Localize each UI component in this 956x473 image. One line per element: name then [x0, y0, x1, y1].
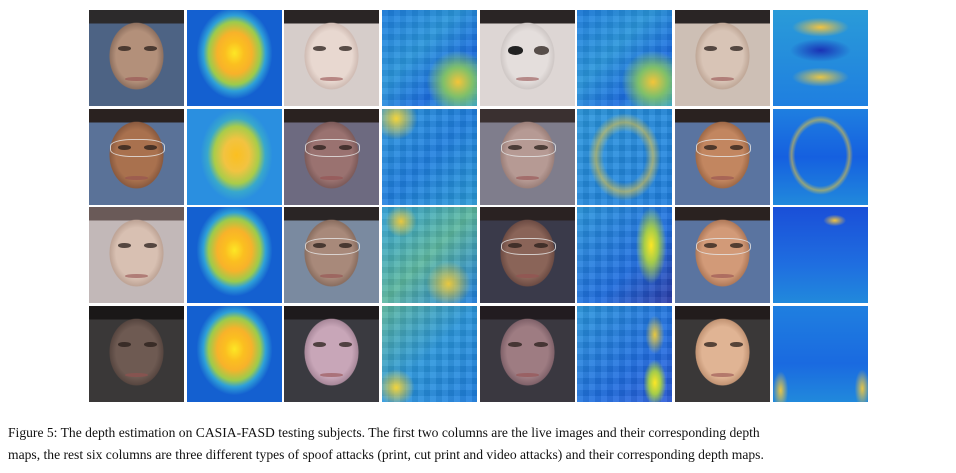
print-attack-image [284, 10, 380, 106]
glasses-overlay [696, 237, 752, 256]
cut-print-attack-depth-map [577, 108, 673, 205]
cut-print-attack-image [479, 207, 575, 303]
caption-line-2: maps, the rest six columns are three dif… [8, 447, 764, 462]
live-depth-map [186, 108, 282, 205]
figure-image-grid [89, 10, 868, 405]
video-attack-depth-map [772, 207, 868, 303]
live-depth-map [186, 10, 282, 106]
video-attack-image [675, 207, 771, 303]
cut-print-attack-image [479, 305, 575, 402]
print-attack-image [284, 305, 380, 402]
video-attack-depth-map [772, 10, 868, 106]
video-attack-depth-map [772, 305, 868, 402]
video-attack-image [675, 108, 771, 205]
glasses-overlay [305, 237, 361, 256]
glasses-overlay [109, 139, 166, 157]
live-depth-map [186, 305, 282, 402]
cut-print-attack-depth-map [577, 10, 673, 106]
video-attack-image [675, 10, 771, 106]
print-attack-depth-map [382, 207, 478, 303]
video-attack-image [675, 305, 771, 402]
print-attack-depth-map [382, 108, 478, 205]
caption-line-1: Figure 5: The depth estimation on CASIA-… [8, 422, 953, 444]
glasses-overlay [305, 139, 361, 157]
live-depth-map [186, 207, 282, 303]
glasses-overlay [500, 237, 556, 256]
print-attack-depth-map [382, 10, 478, 106]
caption-text-1: The depth estimation on CASIA-FASD testi… [60, 425, 760, 440]
live-face-image [89, 305, 184, 402]
cut-print-attack-image [479, 10, 575, 106]
print-attack-image [284, 207, 380, 303]
figure-label: Figure 5: [8, 425, 58, 440]
cut-print-attack-image [479, 108, 575, 205]
print-attack-image [284, 108, 380, 205]
cut-print-attack-depth-map [577, 207, 673, 303]
live-face-image [89, 10, 184, 106]
figure-caption: Figure 5: The depth estimation on CASIA-… [8, 422, 953, 466]
glasses-overlay [696, 139, 752, 157]
live-face-image [89, 207, 184, 303]
cut-print-attack-depth-map [577, 305, 673, 402]
video-attack-depth-map [772, 108, 868, 205]
glasses-overlay [500, 139, 556, 157]
live-face-image [89, 108, 184, 205]
print-attack-depth-map [382, 305, 478, 402]
